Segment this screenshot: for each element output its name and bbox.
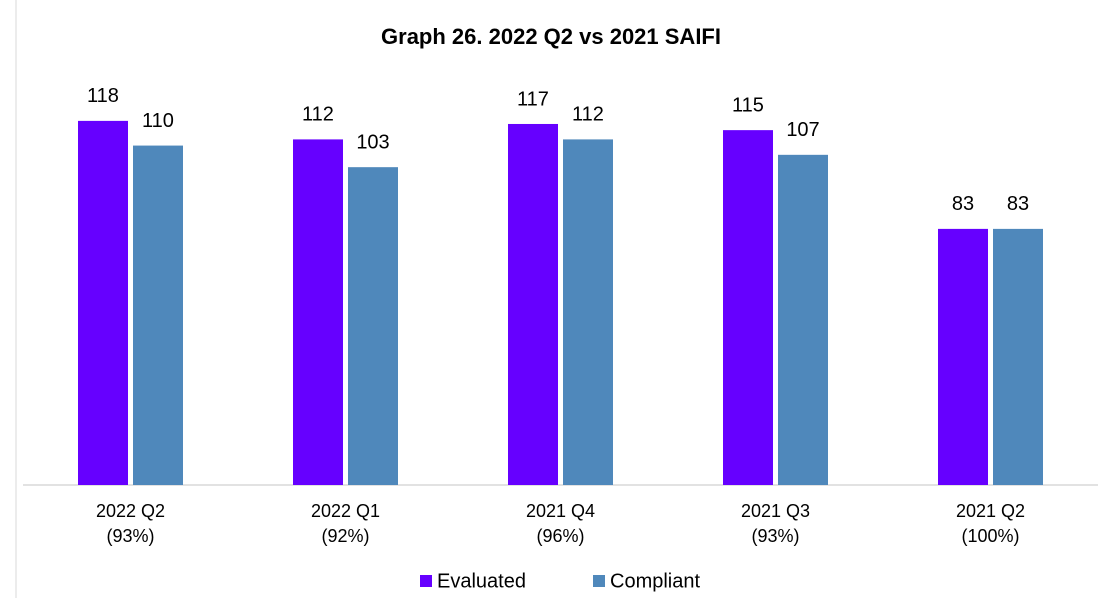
data-label: 83 <box>1007 193 1029 215</box>
legend-swatch <box>420 575 432 587</box>
data-label: 110 <box>142 110 174 132</box>
bar <box>723 130 773 485</box>
x-tick-label: 2022 Q2 (93%) <box>95 501 166 546</box>
bar <box>348 167 398 485</box>
legend-swatch <box>593 575 605 587</box>
legend-label: Compliant <box>610 570 700 592</box>
bar <box>78 120 128 485</box>
x-tick-label: 2021 Q4 (96%) <box>525 501 596 546</box>
bar <box>133 145 183 486</box>
bar <box>778 154 828 486</box>
bar <box>993 228 1043 485</box>
bar <box>563 139 613 485</box>
x-tick-label: 2021 Q3 (93%) <box>740 501 811 546</box>
data-label: 112 <box>572 104 604 126</box>
data-label: 107 <box>786 119 819 141</box>
data-label: 117 <box>517 88 549 110</box>
chart-title: Graph 26. 2022 Q2 vs 2021 SAIFI <box>381 24 721 49</box>
data-label: 83 <box>952 193 974 215</box>
x-tick-label: 2022 Q1 (92%) <box>310 501 381 546</box>
bar <box>938 228 988 485</box>
legend-label: Evaluated <box>437 570 526 592</box>
data-label: 118 <box>87 85 119 107</box>
data-label: 103 <box>356 131 389 153</box>
bar <box>293 139 343 485</box>
bar <box>508 123 558 485</box>
data-label: 115 <box>732 94 764 116</box>
x-tick-label: 2021 Q2 (100%) <box>955 501 1026 546</box>
data-label: 112 <box>302 104 334 126</box>
